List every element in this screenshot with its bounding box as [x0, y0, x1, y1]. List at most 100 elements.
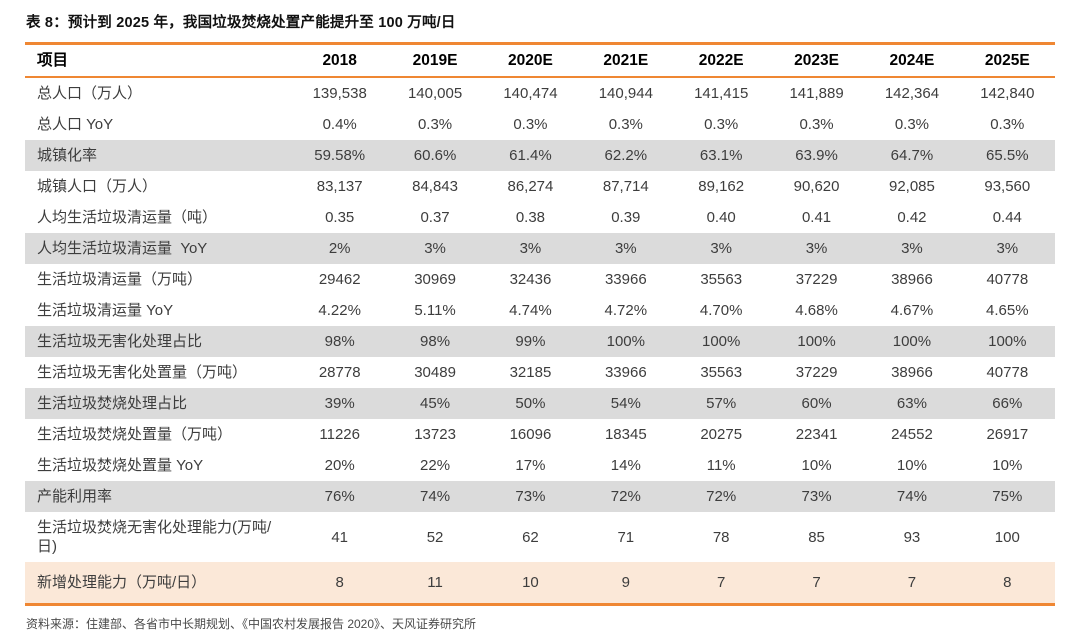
cell-value: 63.1%	[699, 147, 743, 164]
row-label: 生活垃圾焚烧处置量 YoY	[37, 457, 204, 474]
cell-value: 90,620	[793, 178, 840, 195]
cell-value: 60.6%	[413, 147, 457, 164]
table-body: 总人口（万人） 139,538 140,005 140,474 140,944 141,4…	[25, 77, 1055, 605]
cell-value: 140,944	[598, 85, 653, 102]
cell-value: 141,415	[694, 85, 749, 102]
row-label: 生活垃圾清运量 YoY	[37, 302, 174, 319]
cell-value: 100%	[606, 333, 645, 350]
cell-value: 37229	[795, 364, 838, 381]
cell-value: 16096	[509, 426, 552, 443]
cell-value: 4.70%	[699, 302, 743, 319]
cell-value: 13723	[414, 426, 456, 443]
cell-value: 32436	[509, 271, 552, 288]
cell-value: 3%	[805, 240, 828, 257]
row-label: 产能利用率	[37, 488, 113, 505]
cell-value: 52	[426, 528, 444, 546]
cell-value: 20275	[700, 426, 743, 443]
cell-value: 61.4%	[509, 147, 552, 164]
cell-value: 92,085	[888, 178, 935, 195]
cell-value: 22%	[420, 457, 451, 474]
table-row: 生活垃圾无害化处置量（万吨） 28778 30489 32185 33966 35563 3…	[25, 357, 1055, 388]
cell-value: 38966	[891, 271, 933, 288]
cell-value: 0.4%	[322, 116, 357, 133]
row-label: 生活垃圾无害化处理占比	[37, 333, 203, 350]
cell-value: 4.22%	[318, 302, 361, 319]
cell-value: 0.37	[420, 209, 450, 226]
cell-value: 84,843	[412, 178, 458, 195]
source-note: 资料来源：住建部、各省市中长期规划、《中国农村发展报告 2020》、天风证券研究…	[26, 617, 477, 631]
table-row: 生活垃圾焚烧处置量（万吨） 11226 13723 16096 18345 20275 22…	[25, 419, 1055, 450]
row-label: 新增处理能力（万吨/日）	[37, 574, 207, 591]
cell-value: 4.72%	[604, 302, 648, 319]
cell-value: 3%	[614, 240, 637, 257]
cell-value: 37229	[795, 271, 838, 288]
table-row: 人均生活垃圾清运量（吨） 0.35 0.37 0.38 0.39 0.40 0.41 0.42…	[25, 202, 1055, 233]
cell-value: 39%	[324, 395, 355, 412]
table-row: 生活垃圾焚烧无害化处理能力(万吨/日) 41 52 62 71 78 85 93 100	[25, 512, 1055, 562]
row-label: 城镇化率	[37, 147, 98, 164]
cell-value: 54%	[610, 395, 641, 412]
cell-value: 26917	[986, 426, 1029, 443]
cell-value: 87,714	[602, 178, 649, 195]
cell-value: 62	[522, 528, 539, 546]
cell-value: 3%	[710, 240, 733, 257]
row-label: 城镇人口（万人）	[37, 178, 158, 195]
column-header-year: 2019E	[412, 52, 458, 69]
cell-value: 7	[907, 574, 917, 591]
column-header-year: 2021E	[603, 52, 649, 69]
cell-value: 86,274	[507, 178, 554, 195]
cell-value: 3%	[996, 240, 1019, 257]
table-row: 人均生活垃圾清运量 YoY 2% 3% 3% 3% 3% 3% 3% 3%	[25, 233, 1055, 264]
column-header-year: 2023E	[794, 52, 839, 69]
cell-value: 28778	[318, 364, 361, 381]
cell-value: 50%	[515, 395, 546, 412]
cell-value: 0.3%	[608, 116, 643, 133]
row-label: 人均生活垃圾清运量（吨）	[37, 209, 218, 226]
row-label: 人均生活垃圾清运量 YoY	[37, 240, 208, 257]
row-label: 总人口 YoY	[37, 116, 114, 133]
cell-value: 78	[712, 528, 730, 546]
cell-value: 0.3%	[704, 116, 739, 133]
cell-value: 72%	[706, 488, 737, 505]
cell-value: 57%	[706, 395, 737, 412]
cell-value: 40778	[986, 271, 1029, 288]
cell-value: 10	[522, 574, 539, 591]
cell-value: 0.3%	[894, 116, 930, 133]
row-label: 生活垃圾焚烧处理占比	[37, 395, 188, 412]
table-row: 总人口（万人） 139,538 140,005 140,474 140,944 141,4…	[25, 77, 1055, 109]
cell-value: 30489	[414, 364, 456, 381]
cell-value: 41	[331, 528, 349, 546]
cell-value: 2%	[328, 240, 351, 257]
cell-value: 5.11%	[414, 302, 456, 319]
column-header-year: 2018	[322, 52, 357, 69]
cell-value: 0.35	[325, 209, 355, 226]
cell-value: 98%	[420, 333, 451, 350]
cell-value: 141,889	[789, 85, 844, 102]
table-row: 生活垃圾清运量 YoY 4.22% 5.11% 4.74% 4.72% 4.70% 4.68…	[25, 295, 1055, 326]
cell-value: 0.3%	[417, 116, 453, 133]
forecast-table: 项目 2018 2019E 2020E 2021E 2022E 2023E 2024E 2025…	[25, 42, 1055, 606]
cell-value: 20%	[324, 457, 355, 474]
cell-value: 0.3%	[990, 116, 1025, 133]
cell-value: 33966	[604, 271, 647, 288]
table-head: 项目 2018 2019E 2020E 2021E 2022E 2023E 2024E 2025…	[25, 44, 1055, 77]
table-row: 新增处理能力（万吨/日） 8 11 10 9 7 7 7 8	[25, 562, 1055, 605]
cell-value: 0.3%	[799, 116, 834, 133]
row-label: 生活垃圾无害化处置量（万吨）	[37, 364, 248, 381]
column-header-year: 2020E	[508, 52, 553, 69]
cell-value: 74%	[896, 488, 927, 505]
row-label: 生活垃圾焚烧无害化处理能力(万吨/日)	[37, 519, 272, 555]
cell-value: 73%	[515, 488, 546, 505]
cell-value: 71	[617, 528, 635, 546]
cell-value: 98%	[324, 333, 355, 350]
cell-value: 0.39	[611, 209, 641, 226]
cell-value: 7	[812, 574, 821, 591]
cell-value: 35563	[700, 271, 743, 288]
row-label: 生活垃圾焚烧处置量（万吨）	[37, 426, 233, 443]
table-row: 总人口 YoY 0.4% 0.3% 0.3% 0.3% 0.3% 0.3% 0.3% 0.3%	[25, 109, 1055, 140]
cell-value: 10%	[801, 457, 832, 474]
cell-value: 89,162	[698, 178, 745, 195]
cell-value: 65.5%	[986, 147, 1029, 164]
cell-value: 3%	[519, 240, 542, 257]
